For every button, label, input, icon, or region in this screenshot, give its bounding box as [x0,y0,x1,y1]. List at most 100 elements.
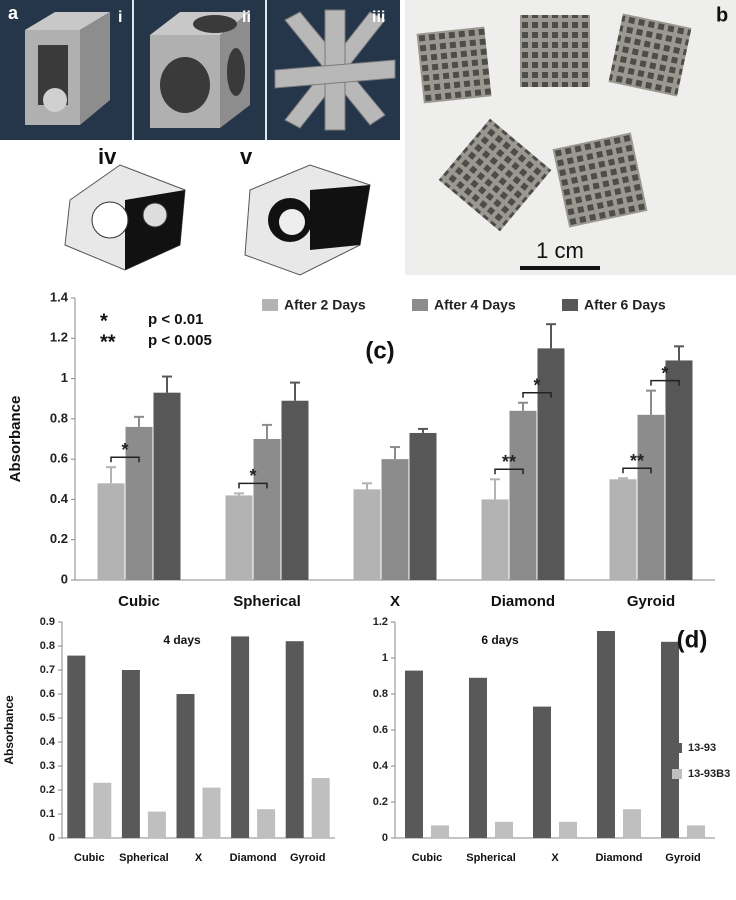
part-label: i [118,9,122,26]
significance-bracket [494,468,524,475]
y-tick-label: 1 [61,370,68,385]
y-tick-label: 0.4 [373,760,389,772]
y-tick-label: 0.4 [50,491,69,506]
bar [93,782,112,838]
x-tick-label: Spherical [466,852,516,864]
x-tick-label: Spherical [233,593,301,610]
bar [537,348,565,580]
x-tick-label: Diamond [230,852,277,864]
y-tick-label: 0.6 [373,724,388,736]
y-tick-label: 0.6 [40,688,55,700]
bar [253,439,281,580]
bar [481,499,509,580]
panel-label: (c) [365,337,394,364]
x-tick-label: X [390,593,400,610]
legend-label: 13-93 [688,742,716,754]
bar [687,825,705,838]
y-tick-label: 0.8 [40,640,55,652]
bar [257,809,276,838]
legend-swatch [672,743,682,753]
y-axis-label: Absorbance [2,695,16,765]
y-tick-label: 0 [382,832,388,844]
bar [431,825,449,838]
x-unit-cell [274,9,396,131]
bar [381,459,409,580]
bar [623,809,641,838]
y-tick-label: 0.2 [40,784,55,796]
x-tick-label: Diamond [595,852,642,864]
panel-b: b 1 cm [405,0,736,275]
scaffold [438,118,552,232]
panel-label: a [8,3,19,23]
panel-label: (d) [677,626,708,653]
legend-label: After 2 Days [284,297,366,313]
y-tick-label: 0.1 [40,808,55,820]
y-tick-label: 0 [49,832,55,844]
note-text: p < 0.005 [148,332,212,349]
y-tick-label: 0.7 [40,664,55,676]
legend-swatch [412,299,428,311]
legend-swatch [672,769,682,779]
bar [353,489,381,580]
bar [202,787,221,838]
panel-label: b [716,4,728,26]
bar [405,670,423,838]
bar [559,821,577,838]
y-tick-label: 1.2 [373,616,388,628]
cubic-unit-cell [25,12,110,125]
y-tick-label: 0.9 [40,616,55,628]
bar [637,414,665,580]
y-tick-label: 0.4 [40,736,56,748]
x-tick-label: X [195,852,203,864]
bar [225,495,253,580]
y-tick-label: 0 [61,571,68,586]
y-tick-label: 1.4 [50,289,69,304]
bar [495,821,513,838]
scaffold [552,132,648,228]
bar [121,670,140,838]
y-tick-label: 1.2 [50,330,68,345]
legend-swatch [562,299,578,311]
part-label: ii [242,9,251,26]
y-tick-label: 0.6 [50,451,68,466]
y-tick-label: 0.8 [50,410,68,425]
x-tick-label: Gyroid [665,852,700,864]
bar [609,479,637,580]
bar [311,778,330,838]
legend-swatch [262,299,278,311]
bar [153,392,181,580]
significance-bracket [622,467,652,474]
bar [176,694,195,838]
bar [509,410,537,580]
panel-a: a i ii iii iv v [0,0,400,276]
bar [97,483,125,580]
scaffold [520,15,590,87]
bar [125,426,153,580]
bar [469,677,487,838]
y-tick-label: 0.2 [373,796,388,808]
bar [597,631,615,838]
charts: 0 0.2 0.4 0.6 0.8 1 1.2 1.4 Cubic Spherical X Diamo… [2,289,730,863]
note-symbol: ** [100,331,116,353]
note-text: p < 0.01 [148,311,203,328]
legend-label: After 4 Days [434,297,516,313]
significance-bracket [110,456,140,463]
bar [231,636,250,838]
chart-title: 6 days [481,633,519,647]
bar [147,811,166,838]
y-tick-label: 0.5 [40,712,55,724]
x-tick-label: Cubic [74,852,105,864]
bar [285,641,304,838]
y-tick-label: 0.2 [50,531,68,546]
bar [533,706,551,838]
part-label: iv [98,144,117,169]
part-label: v [240,144,253,169]
significance-label: * [533,375,540,395]
diamond-unit-cell [64,164,186,271]
x-tick-label: X [551,852,559,864]
significance-label: ** [502,452,516,472]
significance-label: * [121,440,128,460]
part-label: iii [372,9,385,26]
